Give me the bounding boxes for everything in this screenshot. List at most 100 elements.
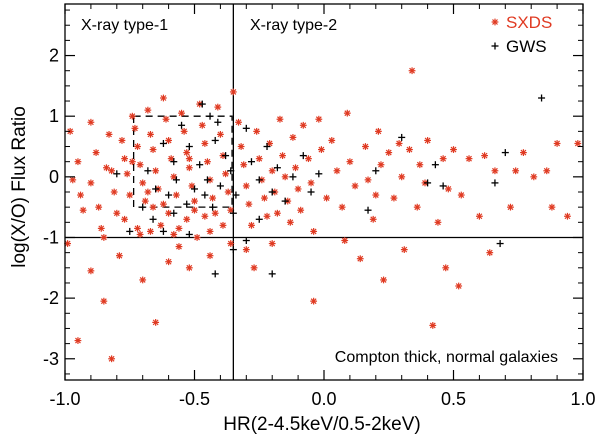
x-tick-label: 1.0 [570,389,595,409]
data-point-gws [424,179,432,187]
data-point-sxds [457,191,465,199]
data-point-gws [185,143,193,151]
data-point-sxds [162,115,170,123]
data-point-sxds [305,155,312,163]
data-point-gws [431,161,439,169]
data-point-sxds [87,179,95,187]
data-point-gws [209,203,217,211]
data-point-sxds [235,118,242,126]
data-point-sxds [286,218,294,226]
data-point-sxds [465,155,473,163]
data-point-sxds [450,146,457,153]
data-point-gws [165,191,173,199]
x-tick-label: -1.0 [49,389,80,409]
data-point-sxds [79,206,87,214]
data-point-sxds [149,203,157,211]
data-point-sxds [439,155,447,163]
data-point-gws [439,182,447,190]
data-point-sxds [100,234,108,241]
data-point-gws [178,121,186,129]
data-point-sxds [486,249,494,257]
data-point-sxds [193,234,201,241]
data-point-sxds [227,240,235,247]
data-point-sxds [97,224,105,232]
data-point-sxds [512,167,520,175]
data-point-sxds [564,212,571,220]
data-point-sxds [356,255,364,263]
data-point-sxds [444,185,452,193]
data-point-sxds [294,185,302,193]
data-point-sxds [333,167,341,175]
data-point-sxds [64,240,71,247]
data-point-sxds [289,134,297,141]
data-point-gws [255,215,263,223]
data-point-sxds [338,203,346,211]
legend-marker-shape-sxds [491,18,499,26]
data-point-gws [496,240,504,248]
data-point-sxds [224,188,232,196]
data-point-sxds [268,167,276,175]
data-point-sxds [131,124,139,132]
data-point-sxds [374,127,382,135]
y-tick-label: 2 [49,46,59,66]
data-point-gws [273,164,281,172]
data-point-sxds [128,112,136,120]
y-axis-title: log(X/O) Flux Ratio [9,106,30,268]
data-point-sxds [323,194,330,202]
data-point-sxds [222,170,229,178]
data-point-gws [242,124,250,132]
data-point-sxds [204,158,211,166]
data-point-sxds [74,158,82,166]
data-point-sxds [118,137,126,144]
data-point-sxds [315,115,323,123]
data-point-sxds [548,203,556,211]
data-point-sxds [281,173,289,181]
data-point-sxds [165,258,172,266]
data-point-sxds [279,152,286,160]
plot-frame [64,3,584,381]
data-point-sxds [185,155,193,163]
data-point-sxds [141,197,149,205]
y-tick-label: 0 [49,167,59,187]
data-point-sxds [191,197,198,205]
data-point-gws [268,188,276,196]
legend-label-sxds: SXDS [506,13,552,32]
x-tick-label: 0.5 [441,389,466,409]
legend: SXDS GWS [491,13,552,56]
data-point-sxds [214,103,222,111]
data-point-sxds [115,252,123,260]
data-point-sxds [165,137,172,144]
data-point-sxds [491,167,499,175]
data-point-gws [211,136,219,144]
data-point-sxds [144,188,152,196]
data-point-sxds [346,158,354,166]
data-point-sxds [108,167,116,175]
data-point-sxds [121,155,128,163]
data-point-gws [491,179,499,187]
data-point-sxds [253,127,261,135]
data-point-gws [263,143,271,151]
data-point-gws [232,191,240,199]
data-point-sxds [178,109,185,117]
data-point-sxds [134,143,141,150]
data-point-gws [289,173,297,181]
data-point-sxds [147,228,154,235]
data-points [64,67,582,363]
data-point-gws [299,152,307,160]
x-tick-label: -0.5 [179,389,210,409]
data-point-sxds [157,221,165,229]
data-point-sxds [429,322,437,329]
data-point-gws [501,149,509,157]
data-point-sxds [211,209,219,217]
data-point-sxds [385,149,393,156]
data-point-sxds [362,143,369,150]
data-point-sxds [136,231,144,238]
data-point-sxds [183,215,191,223]
data-point-sxds [198,121,206,129]
data-point-gws [364,206,372,214]
axis-ticks: -1.0 -0.5 0.0 0.5 1.0 -3 -2 -1 0 1 2 [43,4,596,409]
data-point-sxds [416,161,424,169]
data-point-sxds [424,137,431,144]
data-point-gws [538,94,546,102]
data-point-sxds [481,152,488,160]
